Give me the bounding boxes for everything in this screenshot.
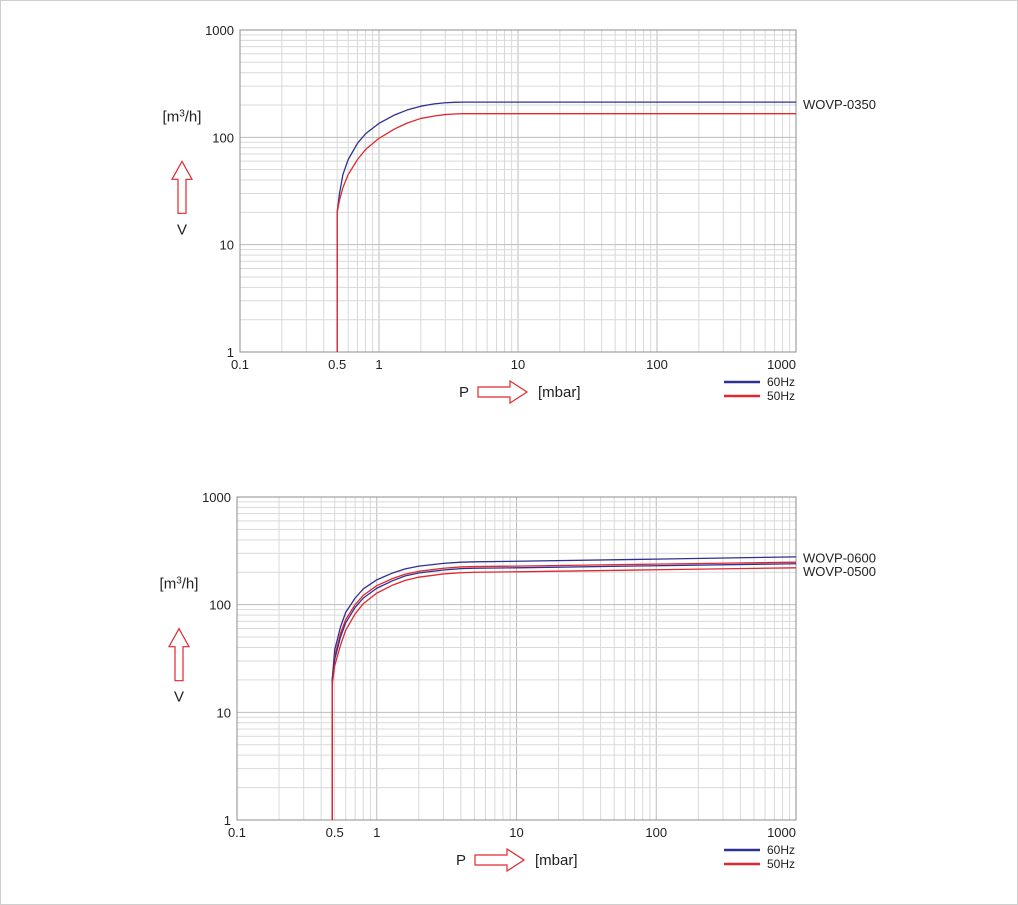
legend-label: 50Hz	[767, 857, 795, 871]
x-tick-label: 1	[375, 357, 382, 372]
x-tick-label: 0.5	[326, 825, 344, 840]
x-tick-label: 1	[373, 825, 380, 840]
plot-border	[239, 29, 797, 353]
series-line	[331, 561, 797, 820]
y-tick-label: 1000	[202, 490, 231, 505]
x-tick-label: 0.1	[228, 825, 246, 840]
x-axis-label: P	[456, 852, 466, 869]
model-label: WOVP-0600	[803, 550, 876, 565]
y-tick-label: 1	[227, 345, 234, 360]
y-tick-label: 1000	[205, 23, 234, 38]
model-label: WOVP-0350	[803, 97, 876, 112]
x-axis-unit: [mbar]	[538, 384, 581, 401]
model-label: WOVP-0500	[803, 564, 876, 579]
x-tick-label: 10	[511, 357, 525, 372]
y-axis-arrow	[170, 160, 194, 214]
plot-border	[236, 496, 797, 821]
series-line	[336, 113, 796, 352]
series-line	[331, 556, 797, 820]
y-tick-label: 100	[209, 598, 231, 613]
x-tick-label: 0.1	[231, 357, 249, 372]
series-line	[331, 567, 797, 820]
legend-label: 50Hz	[767, 389, 795, 403]
x-axis-arrow	[474, 847, 526, 873]
x-tick-label: 100	[645, 825, 667, 840]
x-tick-label: 0.5	[328, 357, 346, 372]
y-tick-label: 10	[217, 705, 231, 720]
y-tick-label: 100	[212, 130, 234, 145]
x-axis-unit: [mbar]	[535, 852, 578, 869]
x-axis-arrow	[477, 379, 529, 405]
series-line	[331, 563, 797, 820]
y-axis-unit: [m3/h]	[163, 108, 202, 126]
x-tick-label: 100	[646, 357, 668, 372]
y-tick-label: 1	[224, 813, 231, 828]
series-line	[336, 101, 796, 352]
x-tick-label: 1000	[767, 357, 796, 372]
grid	[236, 497, 796, 821]
y-axis-label: V	[174, 689, 184, 706]
grid	[239, 30, 796, 353]
y-axis-arrow	[167, 627, 191, 682]
y-axis-label: V	[177, 221, 187, 238]
x-axis-label: P	[459, 384, 469, 401]
y-tick-label: 10	[220, 238, 234, 253]
y-axis-unit: [m3/h]	[160, 575, 199, 593]
x-tick-label: 10	[509, 825, 523, 840]
legend-label: 60Hz	[767, 375, 795, 389]
legend-label: 60Hz	[767, 843, 795, 857]
x-tick-label: 1000	[767, 825, 796, 840]
